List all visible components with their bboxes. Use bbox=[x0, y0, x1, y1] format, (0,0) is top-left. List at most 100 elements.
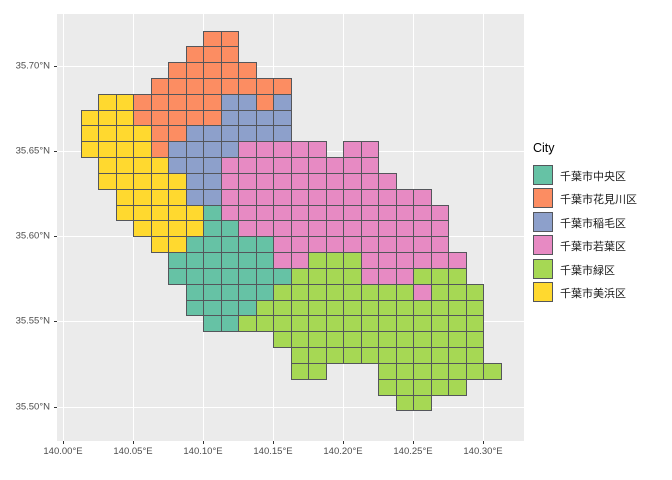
map-tile bbox=[255, 188, 275, 206]
map-tile bbox=[430, 267, 450, 285]
map-tile bbox=[133, 172, 152, 190]
map-tile bbox=[413, 315, 432, 333]
map-tile bbox=[150, 141, 170, 159]
plot-panel bbox=[57, 14, 524, 441]
map-tile bbox=[150, 109, 170, 127]
map-tile bbox=[430, 347, 450, 364]
map-tile bbox=[448, 362, 467, 380]
map-tile bbox=[343, 252, 362, 269]
map-tile bbox=[395, 378, 415, 396]
map-tile bbox=[273, 283, 292, 301]
map-tile bbox=[115, 172, 135, 190]
map-tile bbox=[465, 299, 485, 317]
x-tick-mark bbox=[203, 441, 204, 444]
map-tile bbox=[98, 93, 117, 111]
map-tile bbox=[430, 283, 450, 301]
map-tile bbox=[255, 77, 275, 95]
x-tick-label: 140.10°E bbox=[183, 446, 223, 457]
map-tile bbox=[168, 188, 187, 206]
map-tile bbox=[360, 283, 380, 301]
legend-item-label: 千葉市稲毛区 bbox=[560, 217, 626, 230]
map-tile bbox=[325, 331, 345, 349]
map-tile bbox=[98, 172, 117, 190]
x-tick-label: 140.20°E bbox=[323, 446, 363, 457]
legend-key-swatch bbox=[533, 211, 553, 232]
map-tile bbox=[255, 172, 275, 190]
map-tile bbox=[255, 204, 275, 222]
map-tile bbox=[395, 204, 415, 222]
x-tick-mark bbox=[63, 441, 64, 444]
map-tile bbox=[360, 236, 380, 254]
map-tile bbox=[98, 109, 117, 127]
map-tile bbox=[133, 125, 152, 143]
map-tile bbox=[238, 93, 257, 111]
map-tile bbox=[273, 220, 292, 238]
map-tile bbox=[378, 252, 397, 269]
map-tile bbox=[115, 93, 135, 111]
map-tile bbox=[273, 315, 292, 333]
y-tick-label: 35.70°N bbox=[15, 60, 50, 72]
x-tick-mark bbox=[413, 441, 414, 444]
legend-key-swatch bbox=[533, 235, 553, 256]
y-tick-label: 35.50°N bbox=[15, 401, 50, 413]
map-tile bbox=[308, 299, 327, 317]
map-tile bbox=[343, 267, 362, 285]
map-tile bbox=[273, 93, 292, 111]
map-tile bbox=[203, 188, 222, 206]
map-tile bbox=[360, 204, 380, 222]
map-tile bbox=[255, 236, 275, 254]
map-tile bbox=[133, 141, 152, 159]
map-tile bbox=[220, 109, 240, 127]
map-tile bbox=[168, 157, 187, 174]
map-tile bbox=[343, 315, 362, 333]
map-tile bbox=[325, 220, 345, 238]
map-tile bbox=[150, 172, 170, 190]
map-tile bbox=[185, 77, 205, 95]
map-tile bbox=[80, 125, 100, 143]
map-tile bbox=[395, 315, 415, 333]
map-tile bbox=[220, 93, 240, 111]
map-tile bbox=[360, 157, 380, 174]
map-tile bbox=[378, 362, 397, 380]
map-tile bbox=[150, 77, 170, 95]
map-tile bbox=[290, 220, 310, 238]
map-tile bbox=[168, 220, 187, 238]
map-tile bbox=[413, 331, 432, 349]
map-tile bbox=[238, 188, 257, 206]
map-tile bbox=[238, 204, 257, 222]
map-tile bbox=[238, 267, 257, 285]
map-tile bbox=[238, 252, 257, 269]
map-tile bbox=[413, 394, 432, 412]
y-tick-mark bbox=[54, 151, 57, 152]
map-tile bbox=[185, 220, 205, 238]
map-tile bbox=[168, 93, 187, 111]
y-tick-mark bbox=[54, 407, 57, 408]
map-tile bbox=[238, 62, 257, 79]
map-tile bbox=[413, 188, 432, 206]
map-tile bbox=[360, 172, 380, 190]
map-tile bbox=[413, 378, 432, 396]
map-tile bbox=[325, 252, 345, 269]
map-tile bbox=[203, 252, 222, 269]
map-tile bbox=[308, 331, 327, 349]
gridline-vertical bbox=[63, 14, 64, 441]
map-tile bbox=[308, 141, 327, 159]
gridline-horizontal bbox=[57, 407, 524, 408]
map-tile bbox=[220, 204, 240, 222]
map-tile bbox=[325, 172, 345, 190]
map-tile bbox=[255, 157, 275, 174]
map-tile bbox=[220, 220, 240, 238]
map-tile bbox=[395, 188, 415, 206]
map-tile bbox=[150, 125, 170, 143]
map-tile bbox=[290, 252, 310, 269]
map-tile bbox=[150, 93, 170, 111]
map-tile bbox=[325, 267, 345, 285]
map-tile bbox=[115, 188, 135, 206]
map-tile bbox=[343, 172, 362, 190]
map-tile bbox=[290, 299, 310, 317]
map-tile bbox=[343, 141, 362, 159]
map-tile bbox=[430, 220, 450, 238]
map-tile bbox=[395, 236, 415, 254]
map-tile bbox=[185, 188, 205, 206]
map-tile bbox=[430, 362, 450, 380]
